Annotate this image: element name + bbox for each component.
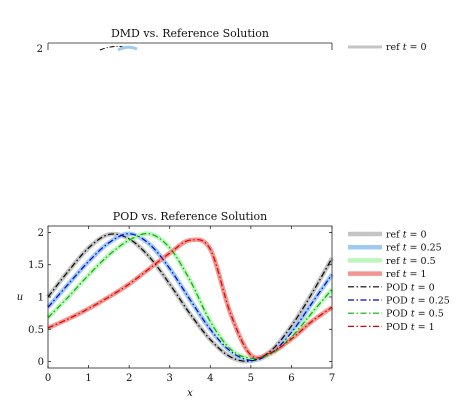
- y-tick-label: 0.5: [28, 325, 44, 336]
- legend-label-6: POD t = 0.5: [386, 309, 444, 320]
- x-tick-label: 3: [167, 373, 173, 384]
- legend-label-7: POD t = 1: [386, 322, 435, 333]
- x-tick-label: 2: [126, 373, 132, 384]
- x-tick-label: 7: [329, 373, 335, 384]
- dmd-title: DMD vs. Reference Solution: [111, 27, 269, 40]
- series-line-4: [47, 233, 333, 362]
- legend-label-5: POD t = 0.25: [386, 296, 450, 307]
- legend-label-1: ref t = 0.25: [386, 243, 442, 254]
- legend-label-0: ref t = 0: [386, 230, 427, 241]
- y-tick-label: 1.5: [28, 260, 44, 271]
- dmd-legend: ref t = 0: [348, 42, 427, 53]
- pod-plot-area: [46, 231, 334, 364]
- x-tick-label: 0: [45, 373, 51, 384]
- series-line-6: [47, 232, 333, 360]
- pod-legend: ref t = 0 ref t = 0.25 ref t = 0.5 ref t = …: [348, 230, 450, 333]
- legend-label-2: ref t = 0.5: [386, 256, 436, 267]
- x-tick-label: 5: [248, 373, 254, 384]
- dmd-ytick-label: 2: [37, 44, 43, 55]
- dmd-curve-fragment-black: [99, 45, 125, 51]
- x-tick-label: 4: [207, 373, 213, 384]
- blank-region: [0, 52, 474, 212]
- y-tick-label: 2: [38, 228, 44, 239]
- series-line-7: [47, 238, 333, 359]
- series-line-5: [47, 233, 333, 361]
- dmd-curve-fragment-blue: [117, 45, 138, 52]
- pod-ylabel: u: [17, 292, 23, 303]
- dmd-panel: DMD vs. Reference Solution 2 ref t = 0: [37, 27, 427, 55]
- y-tick-label: 0: [38, 357, 44, 368]
- pod-title: POD vs. Reference Solution: [113, 210, 267, 223]
- pod-panel: POD vs. Reference Solution 0 1 2 3 4 5 6 7 0 0.5 1…: [17, 210, 450, 399]
- dmd-legend-label-0: ref t = 0: [386, 42, 427, 53]
- x-tick-label: 6: [288, 373, 294, 384]
- y-tick-label: 1: [38, 293, 44, 304]
- x-tick-label: 1: [85, 373, 91, 384]
- pod-xlabel: x: [187, 388, 193, 399]
- legend-label-3: ref t = 1: [386, 269, 427, 280]
- legend-label-4: POD t = 0: [386, 282, 435, 293]
- pod-ticks: 0 1 2 3 4 5 6 7 0 0.5 1 1.5 2: [28, 226, 335, 384]
